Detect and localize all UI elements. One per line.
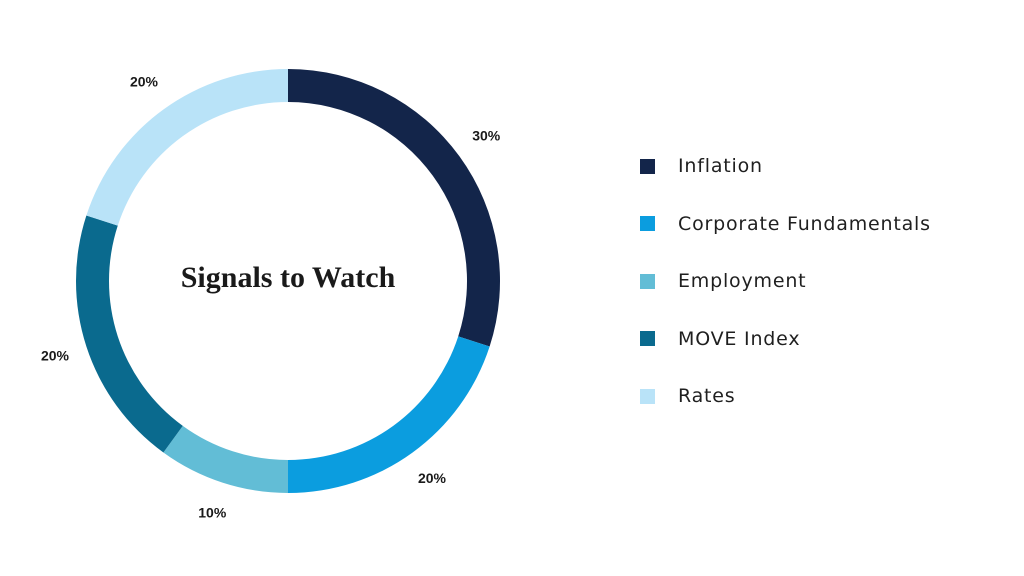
slice-corporate-fundamentals: [288, 336, 490, 493]
legend-swatch: [640, 388, 655, 404]
slice-rates: [86, 69, 288, 226]
slice-employment: [163, 425, 288, 493]
legend-item-inflation: Inflation: [640, 148, 1010, 184]
legend-item-corporate-fundamentals: Corporate Fundamentals: [640, 206, 1010, 242]
slice-labels: 30% 20% 10% 20% 20%: [41, 73, 501, 520]
slice-inflation: [288, 69, 501, 347]
legend-swatch: [640, 331, 655, 346]
legend-label: Rates: [678, 385, 736, 407]
slice-label-rates: 20%: [130, 73, 159, 89]
donut-slices: [76, 69, 501, 493]
legend-item-move-index: MOVE Index: [640, 321, 1010, 357]
slice-label-corporate-fundamentals: 20%: [418, 470, 447, 486]
legend: Inflation Corporate Fundamentals Employmen…: [640, 148, 1010, 436]
legend-swatch: [640, 216, 655, 231]
slice-label-inflation: 30%: [472, 128, 501, 144]
legend-item-rates: Rates: [640, 378, 1010, 414]
legend-label: Employment: [678, 270, 807, 292]
legend-label: Inflation: [678, 155, 763, 177]
legend-swatch: [640, 273, 655, 289]
slice-move-index: [76, 215, 183, 453]
chart-title: Signals to Watch: [181, 261, 396, 294]
legend-item-employment: Employment: [640, 263, 1010, 299]
legend-label: Corporate Fundamentals: [678, 212, 931, 235]
slice-label-employment: 10%: [198, 505, 227, 521]
legend-swatch: [640, 158, 655, 174]
slice-label-move-index: 20%: [41, 347, 70, 363]
legend-label: MOVE Index: [678, 327, 801, 350]
